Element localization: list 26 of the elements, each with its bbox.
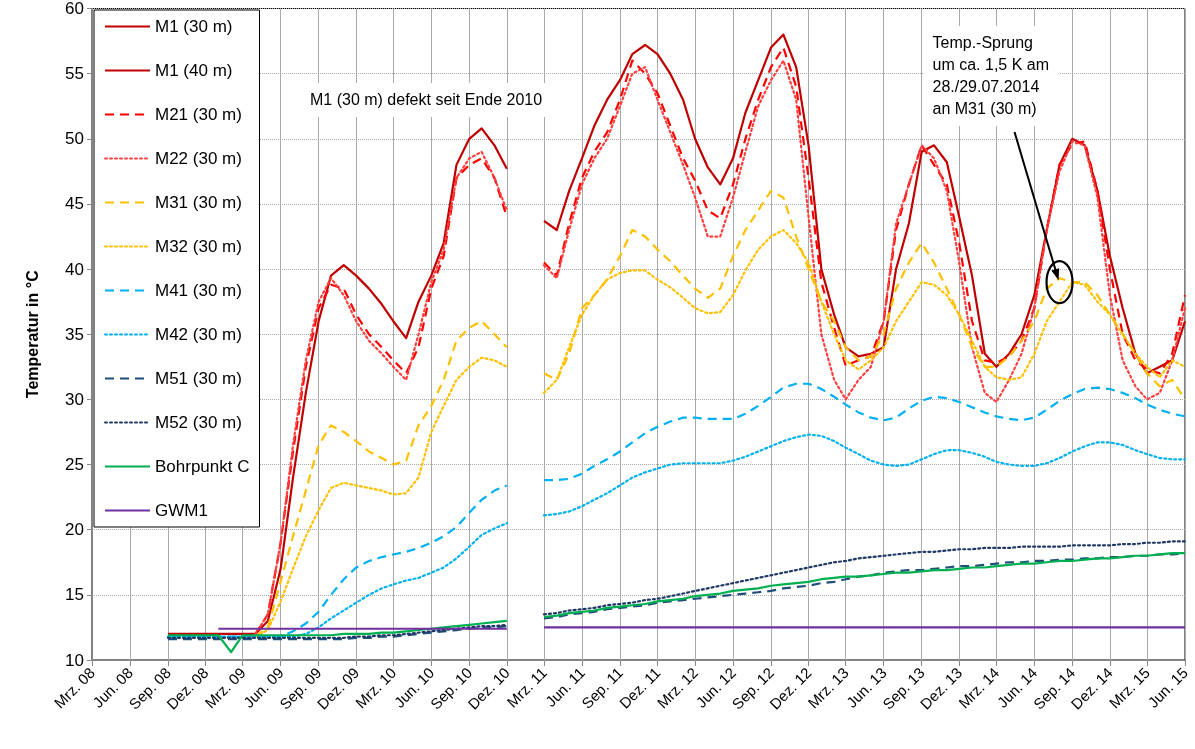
y-tick-label: 10 [65,650,84,670]
y-tick-label: 60 [65,0,84,18]
legend-label: M31 (30 m) [155,193,242,212]
annotation: M1 (30 m) defekt seit Ende 2010 [300,83,553,117]
legend-label: M1 (30 m) [155,17,233,36]
annotation: Temp.-Sprung um ca. 1,5 K am 28./29.07.2014 an M31 (30 m) [922,26,1060,126]
legend-label: M1 (40 m) [155,61,233,80]
legend-label: M32 (30 m) [155,237,242,256]
y-tick-label: 15 [65,585,84,605]
legend-label: M51 (30 m) [155,369,242,388]
y-tick-label: 55 [65,64,84,84]
y-tick-label: 45 [65,194,84,214]
legend-label: Bohrpunkt C [155,457,250,476]
legend-label: M41 (30 m) [155,281,242,300]
legend-label: M42 (30 m) [155,325,242,344]
legend-label: GWM1 [155,501,208,520]
y-tick-label: 50 [65,129,84,149]
y-tick-label: 25 [65,455,84,475]
legend-label: M22 (30 m) [155,149,242,168]
y-axis-title: Temperatur in °C [23,269,41,399]
y-tick-label: 30 [65,389,84,409]
legend-label: M21 (30 m) [155,105,242,124]
y-tick-label: 40 [65,259,84,279]
y-tick-label: 20 [65,520,84,540]
y-tick-label: 35 [65,324,84,344]
legend-label: M52 (30 m) [155,413,242,432]
